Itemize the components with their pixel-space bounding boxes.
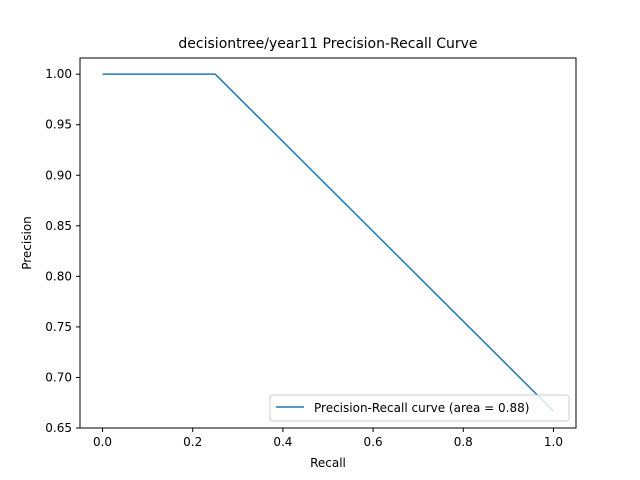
series-line-precision-recall bbox=[102, 73, 554, 412]
y-tick-label: 0.90 bbox=[45, 168, 72, 182]
chart-title: decisiontree/year11 Precision-Recall Cur… bbox=[178, 36, 477, 52]
legend-label: Precision-Recall curve (area = 0.88) bbox=[314, 401, 529, 415]
y-tick-label: 1.00 bbox=[45, 67, 72, 81]
x-tick-label: 0.4 bbox=[273, 435, 292, 449]
y-tick-label: 0.80 bbox=[45, 269, 72, 283]
y-tick-label: 0.70 bbox=[45, 370, 72, 384]
x-tick-label: 0.6 bbox=[364, 435, 383, 449]
y-axis: 0.65 0.70 0.75 0.80 0.85 0.90 0.95 1.00 bbox=[45, 67, 80, 435]
legend-box bbox=[269, 394, 570, 422]
y-tick-label: 0.65 bbox=[45, 421, 72, 435]
y-tick-label: 0.75 bbox=[45, 320, 72, 334]
y-tick-label: 0.95 bbox=[45, 118, 72, 132]
y-axis-label: Precision bbox=[20, 216, 34, 270]
x-tick-label: 0.0 bbox=[93, 435, 112, 449]
x-tick-label: 1.0 bbox=[544, 435, 563, 449]
legend: Precision-Recall curve (area = 0.88) bbox=[269, 394, 570, 422]
x-axis: 0.0 0.2 0.4 0.6 0.8 1.0 bbox=[93, 428, 563, 449]
x-tick-label: 0.8 bbox=[454, 435, 473, 449]
plot-area bbox=[102, 73, 554, 412]
x-axis-label: Recall bbox=[310, 456, 346, 470]
y-tick-label: 0.85 bbox=[45, 219, 72, 233]
x-tick-label: 0.2 bbox=[183, 435, 202, 449]
plot-frame bbox=[79, 57, 577, 429]
